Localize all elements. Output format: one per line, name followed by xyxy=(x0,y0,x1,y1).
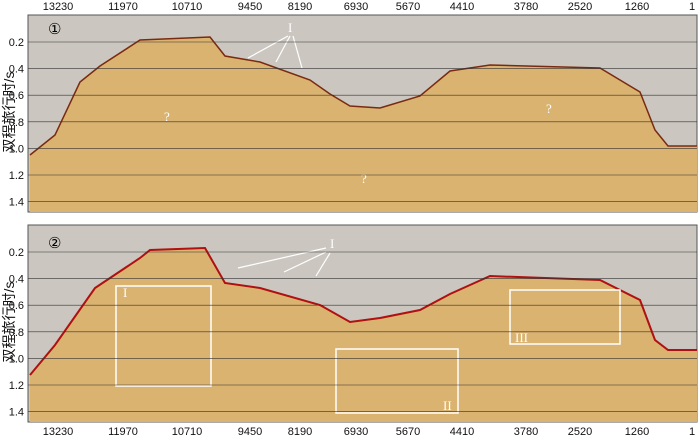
bottom-tick-label: 10710 xyxy=(172,426,203,438)
top-tick-label: 1260 xyxy=(625,1,649,13)
bottom-tick-label: 4410 xyxy=(450,426,474,438)
y-tick-label: 0.4 xyxy=(9,64,24,76)
box-label: I xyxy=(123,285,127,300)
y-axis-title: 双程旅行时/s xyxy=(1,72,17,153)
y-tick-label: 0.6 xyxy=(9,90,24,102)
y-tick-label: 0.8 xyxy=(9,117,24,129)
panel-1: ① I ? ? ? 双程旅行时/s xyxy=(1,14,698,213)
box-label: II xyxy=(443,398,452,413)
top-tick-label: 11970 xyxy=(108,1,138,13)
top-tick-label: 13230 xyxy=(43,1,74,13)
question-mark: ? xyxy=(361,171,367,186)
seafloor xyxy=(29,246,697,376)
question-mark: ? xyxy=(164,109,170,124)
top-tick-label: 3780 xyxy=(514,1,538,13)
y-tick-label: 1.0 xyxy=(9,143,24,155)
y-tick-label: 0.2 xyxy=(9,37,24,49)
arrow-label: I xyxy=(288,20,292,35)
top-tick-label: 8190 xyxy=(288,1,312,13)
y-tick-label: 1.2 xyxy=(9,170,24,182)
bottom-tick-label: 1 xyxy=(689,426,695,438)
boxes xyxy=(115,285,621,414)
bottom-tick-label: 5670 xyxy=(396,426,420,438)
top-tick-label: 10710 xyxy=(172,1,203,13)
top-tick-label: 2520 xyxy=(568,1,592,13)
panel-label: ② xyxy=(48,236,61,252)
bottom-tick-label: 2520 xyxy=(568,426,592,438)
y-tick-label: 1.0 xyxy=(9,353,24,365)
y-tick-label: 0.6 xyxy=(9,300,24,312)
top-tick-label: 6930 xyxy=(344,1,368,13)
bottom-tick-label: 11970 xyxy=(108,426,138,438)
top-tick-label: 9450 xyxy=(238,1,262,13)
y-tick-label: 0.4 xyxy=(9,274,24,286)
y-tick-label: 1.2 xyxy=(9,380,24,392)
panel-2: ② I I II III 双程旅行时/s xyxy=(1,224,698,423)
y-tick-label: 1.4 xyxy=(9,197,24,209)
box-label: III xyxy=(515,330,528,345)
arrows xyxy=(237,247,331,277)
seafloor xyxy=(29,36,697,156)
top-tick-label: 5670 xyxy=(396,1,420,13)
bottom-tick-label: 9450 xyxy=(238,426,262,438)
bottom-tick-label: 3780 xyxy=(514,426,538,438)
bottom-tick-label: 6930 xyxy=(344,426,368,438)
bottom-tick-label: 1260 xyxy=(625,426,649,438)
y-axis-title: 双程旅行时/s xyxy=(1,282,17,363)
y-tick-label: 0.2 xyxy=(9,247,24,259)
panel-label: ① xyxy=(48,22,61,38)
bottom-tick-label: 8190 xyxy=(288,426,312,438)
y-tick-label: 1.4 xyxy=(9,407,24,419)
arrows xyxy=(247,35,303,69)
arrow-label: I xyxy=(330,236,334,251)
bottom-tick-label: 13230 xyxy=(43,426,74,438)
top-tick-label: 1 xyxy=(689,1,695,13)
top-tick-label: 4410 xyxy=(450,1,474,13)
question-mark: ? xyxy=(546,101,552,116)
y-tick-label: 0.8 xyxy=(9,327,24,339)
